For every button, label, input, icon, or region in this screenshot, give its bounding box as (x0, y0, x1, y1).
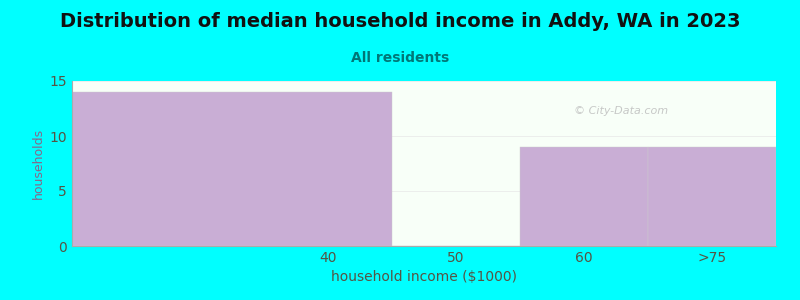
Text: Distribution of median household income in Addy, WA in 2023: Distribution of median household income … (60, 12, 740, 31)
Bar (520, 147, 648, 246)
Text: © City-Data.com: © City-Data.com (574, 106, 668, 116)
Text: All residents: All residents (351, 51, 449, 65)
X-axis label: household income ($1000): household income ($1000) (331, 270, 517, 284)
Bar (72, 92, 392, 246)
Y-axis label: households: households (32, 128, 46, 199)
Bar (648, 147, 776, 246)
